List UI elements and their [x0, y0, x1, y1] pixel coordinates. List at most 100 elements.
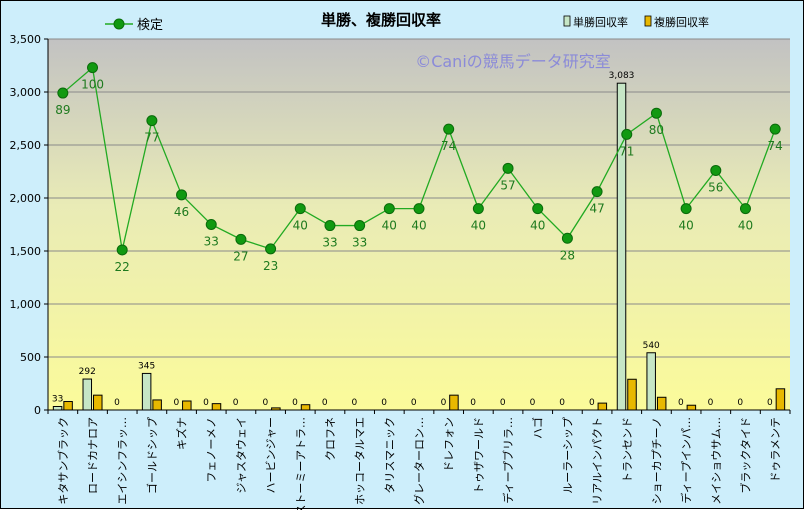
place-rate-bar	[93, 394, 103, 411]
test-data-label: 74	[768, 139, 783, 153]
x-tick-label: キズナ	[175, 417, 189, 450]
x-tick-label: グレーターロン…	[412, 417, 426, 505]
win-rate-label: 540	[643, 341, 660, 351]
test-data-label: 89	[55, 103, 70, 117]
win-rate-label: 0	[441, 398, 447, 408]
test-point	[146, 115, 158, 127]
win-rate-label: 0	[381, 398, 387, 408]
win-rate-label: 33	[52, 395, 63, 405]
test-point	[354, 220, 366, 232]
test-point	[87, 62, 99, 74]
test-point	[650, 107, 662, 119]
y-tick-label: 1,500	[10, 245, 42, 258]
win-rate-bar	[52, 406, 63, 411]
test-data-label: 33	[322, 236, 337, 250]
test-data-label: 23	[263, 259, 278, 273]
test-data-label: 40	[293, 219, 308, 233]
win-rate-label: 0	[203, 398, 209, 408]
test-point	[57, 87, 69, 99]
x-tick-label: ハービンジャー	[265, 417, 278, 493]
win-rate-label: 0	[470, 398, 476, 408]
x-tick-label: ロードカナロア	[87, 417, 100, 494]
test-data-label: 74	[441, 139, 456, 153]
win-rate-bar	[646, 352, 656, 411]
x-tick-label: ルーラーシップ	[561, 417, 574, 494]
legend-place-swatch	[644, 15, 652, 27]
test-data-label: 77	[144, 131, 159, 145]
win-rate-label: 0	[233, 398, 239, 408]
test-point	[413, 203, 425, 215]
test-point	[116, 244, 128, 256]
test-point	[176, 189, 188, 201]
y-tick-label: 3,000	[10, 86, 42, 99]
win-rate-label: 0	[322, 398, 328, 408]
test-point	[621, 128, 633, 140]
x-tick-label: ブラックタイド	[738, 417, 752, 494]
x-tick-label: キタサンブラック	[56, 417, 70, 505]
legend-place-label: 複勝回収率	[654, 15, 709, 29]
test-point	[205, 219, 217, 230]
legend-win-label: 単勝回収率	[573, 15, 628, 29]
test-data-label: 40	[411, 219, 426, 233]
win-rate-label: 0	[737, 398, 743, 408]
x-tick-label: トランセンド	[621, 417, 634, 483]
test-data-label: 71	[619, 144, 634, 158]
win-rate-label: 0	[767, 398, 773, 408]
test-point	[680, 203, 692, 215]
win-rate-label: 0	[352, 398, 358, 408]
test-point	[235, 233, 247, 245]
place-rate-bar	[449, 394, 459, 411]
test-data-label: 40	[678, 219, 693, 233]
test-point	[739, 203, 751, 215]
place-rate-bar	[152, 399, 162, 411]
win-rate-label: 0	[114, 398, 120, 408]
win-rate-label: 0	[500, 398, 506, 408]
win-rate-bar	[141, 372, 152, 411]
test-point	[324, 220, 336, 232]
win-rate-label: 0	[678, 398, 684, 408]
y-tick-label: 2,500	[10, 139, 42, 152]
win-rate-label: 292	[79, 367, 96, 377]
watermark: ©Caniの競馬データ研究室	[415, 52, 611, 71]
y-tick-label: 2,000	[10, 192, 42, 205]
legend-line-marker	[113, 18, 125, 30]
test-point	[769, 123, 781, 135]
win-rate-label: 0	[173, 398, 179, 408]
test-data-label: 40	[471, 219, 486, 233]
place-rate-bar	[656, 396, 667, 411]
x-tick-label: クロフネ	[324, 417, 337, 461]
test-point	[472, 203, 484, 215]
x-tick-label: リアルインパクト	[591, 417, 604, 505]
x-tick-label: ゴールドシップ	[145, 417, 159, 494]
test-point	[591, 186, 603, 198]
win-rate-label: 0	[530, 398, 536, 408]
test-point	[561, 232, 573, 244]
legend-win-swatch	[563, 15, 571, 27]
x-tick-label: ハゴ	[531, 417, 545, 439]
win-rate-label: 0	[292, 398, 298, 408]
test-data-label: 40	[530, 219, 545, 233]
line-series: 89 100 22 77 46 33 27 23 40 33 33 40 40 74 40 57 40 28 47 7…	[55, 62, 783, 274]
win-rate-label: 345	[138, 361, 155, 371]
place-rate-bar	[300, 404, 311, 411]
x-tick-label: ホッコータルマエ	[354, 417, 367, 505]
place-rate-bar	[597, 402, 608, 411]
test-data-label: 100	[81, 78, 104, 92]
test-data-label: 22	[115, 260, 130, 274]
x-tick-label: トゥザワールド	[472, 417, 485, 494]
test-data-label: 40	[382, 219, 397, 233]
test-data-label: 46	[174, 205, 189, 219]
x-tick-label: フェノーメノ	[205, 417, 218, 483]
legend-line-label: 検定	[137, 18, 163, 33]
test-point	[383, 203, 395, 215]
x-tick-label: ジャスタウェイ	[235, 417, 248, 493]
win-rate-label: 0	[411, 398, 417, 408]
place-rate-bar	[627, 378, 637, 411]
gridlines	[48, 38, 790, 358]
win-rate-label: 3,083	[609, 71, 635, 81]
x-tick-label: ドゥラメンテ	[769, 417, 782, 483]
place-rate-bar	[775, 388, 786, 411]
x-axis: キタサンブラック ロードカナロア エイシンフラッ… ゴールドシップ キズナ フェノーメノ ジ…	[47, 409, 791, 510]
